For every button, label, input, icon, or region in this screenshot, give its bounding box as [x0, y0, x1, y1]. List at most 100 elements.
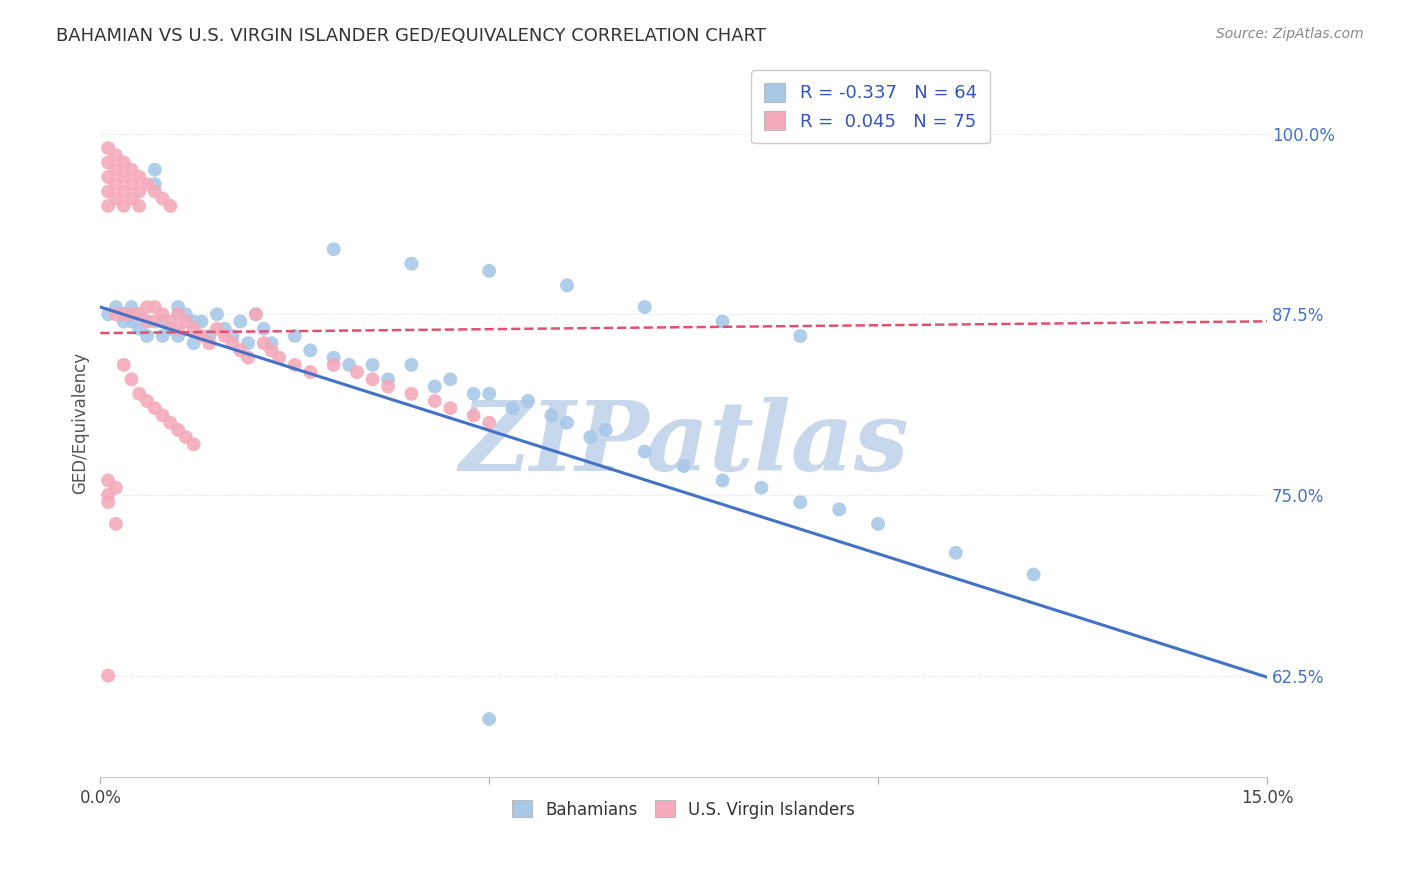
- Point: [120, 300, 142, 314]
- Point: [299, 343, 322, 358]
- Point: [120, 177, 142, 191]
- Point: [97, 668, 120, 682]
- Point: [97, 155, 120, 169]
- Point: [136, 314, 159, 328]
- Point: [112, 199, 135, 213]
- Point: [322, 351, 344, 365]
- Point: [828, 502, 851, 516]
- Point: [945, 546, 967, 560]
- Point: [214, 322, 236, 336]
- Point: [120, 192, 142, 206]
- Point: [167, 322, 190, 336]
- Point: [136, 314, 159, 328]
- Point: [634, 444, 657, 458]
- Point: [159, 322, 181, 336]
- Point: [152, 192, 174, 206]
- Point: [112, 155, 135, 169]
- Point: [136, 329, 159, 343]
- Point: [128, 185, 150, 199]
- Point: [322, 242, 344, 256]
- Point: [284, 329, 307, 343]
- Point: [245, 307, 267, 321]
- Point: [128, 307, 150, 321]
- Point: [634, 300, 657, 314]
- Point: [1022, 567, 1045, 582]
- Point: [190, 329, 212, 343]
- Point: [423, 394, 446, 409]
- Point: [253, 322, 276, 336]
- Point: [789, 495, 811, 509]
- Point: [260, 343, 283, 358]
- Text: Source: ZipAtlas.com: Source: ZipAtlas.com: [1216, 27, 1364, 41]
- Point: [221, 336, 243, 351]
- Point: [337, 358, 360, 372]
- Point: [143, 300, 166, 314]
- Point: [439, 372, 461, 386]
- Point: [711, 314, 734, 328]
- Point: [159, 416, 181, 430]
- Point: [540, 409, 562, 423]
- Point: [579, 430, 602, 444]
- Point: [143, 185, 166, 199]
- Point: [97, 307, 120, 321]
- Y-axis label: GED/Equivalency: GED/Equivalency: [72, 351, 89, 494]
- Point: [478, 712, 501, 726]
- Point: [463, 386, 485, 401]
- Point: [198, 329, 221, 343]
- Point: [120, 162, 142, 177]
- Point: [167, 423, 190, 437]
- Point: [346, 365, 368, 379]
- Point: [789, 329, 811, 343]
- Point: [174, 307, 197, 321]
- Point: [97, 169, 120, 184]
- Point: [198, 336, 221, 351]
- Point: [136, 300, 159, 314]
- Point: [104, 300, 127, 314]
- Point: [97, 141, 120, 155]
- Point: [136, 177, 159, 191]
- Point: [401, 358, 423, 372]
- Point: [205, 322, 228, 336]
- Point: [299, 365, 322, 379]
- Point: [167, 307, 190, 321]
- Point: [205, 307, 228, 321]
- Point: [245, 307, 267, 321]
- Point: [229, 314, 252, 328]
- Point: [97, 199, 120, 213]
- Point: [104, 516, 127, 531]
- Point: [128, 322, 150, 336]
- Point: [439, 401, 461, 416]
- Point: [284, 358, 307, 372]
- Point: [104, 177, 127, 191]
- Point: [120, 307, 142, 321]
- Point: [236, 336, 259, 351]
- Point: [112, 358, 135, 372]
- Point: [517, 394, 540, 409]
- Point: [711, 474, 734, 488]
- Point: [751, 481, 773, 495]
- Point: [112, 314, 135, 328]
- Text: BAHAMIAN VS U.S. VIRGIN ISLANDER GED/EQUIVALENCY CORRELATION CHART: BAHAMIAN VS U.S. VIRGIN ISLANDER GED/EQU…: [56, 27, 766, 45]
- Point: [128, 199, 150, 213]
- Point: [159, 314, 181, 328]
- Point: [97, 495, 120, 509]
- Point: [401, 386, 423, 401]
- Point: [260, 336, 283, 351]
- Point: [159, 199, 181, 213]
- Point: [136, 394, 159, 409]
- Point: [502, 401, 524, 416]
- Point: [253, 336, 276, 351]
- Point: [868, 516, 890, 531]
- Point: [361, 372, 384, 386]
- Point: [97, 185, 120, 199]
- Point: [128, 169, 150, 184]
- Point: [183, 314, 205, 328]
- Point: [143, 401, 166, 416]
- Point: [152, 314, 174, 328]
- Point: [112, 307, 135, 321]
- Point: [269, 351, 291, 365]
- Point: [361, 358, 384, 372]
- Point: [236, 351, 259, 365]
- Point: [97, 488, 120, 502]
- Point: [672, 458, 695, 473]
